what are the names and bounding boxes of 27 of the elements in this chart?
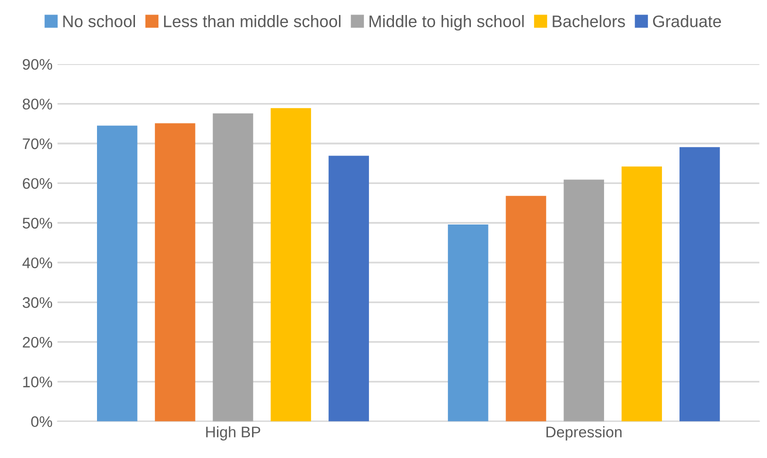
bar [564, 180, 604, 422]
bar [97, 126, 138, 422]
legend-label: Graduate [653, 15, 721, 28]
y-tick-label: 70% [22, 138, 52, 150]
y-tick-label: 80% [22, 98, 52, 110]
legend-label: Middle to high school [370, 15, 524, 31]
bar [328, 156, 369, 422]
bar [622, 166, 662, 422]
bar [680, 147, 720, 422]
y-tick-label: 30% [22, 297, 52, 308]
bar [448, 224, 488, 422]
y-tick-label: 50% [22, 218, 52, 229]
y-tick-label: 40% [22, 257, 52, 268]
bar [212, 113, 254, 422]
x-tick-label: Depression [546, 426, 622, 440]
bar [154, 123, 196, 422]
y-tick-label: 10% [23, 376, 52, 388]
legend-label: No school [63, 15, 135, 28]
x-tick-label: High BP [206, 426, 260, 440]
legend-label: Bachelors [552, 15, 625, 28]
y-tick-label: 60% [22, 178, 52, 189]
y-tick-label: 90% [22, 58, 52, 70]
bar [270, 108, 312, 422]
legend-label: Less than middle school [164, 15, 340, 28]
y-tick-label: 0% [31, 416, 52, 428]
bar [506, 196, 546, 422]
y-tick-label: 20% [22, 336, 52, 348]
